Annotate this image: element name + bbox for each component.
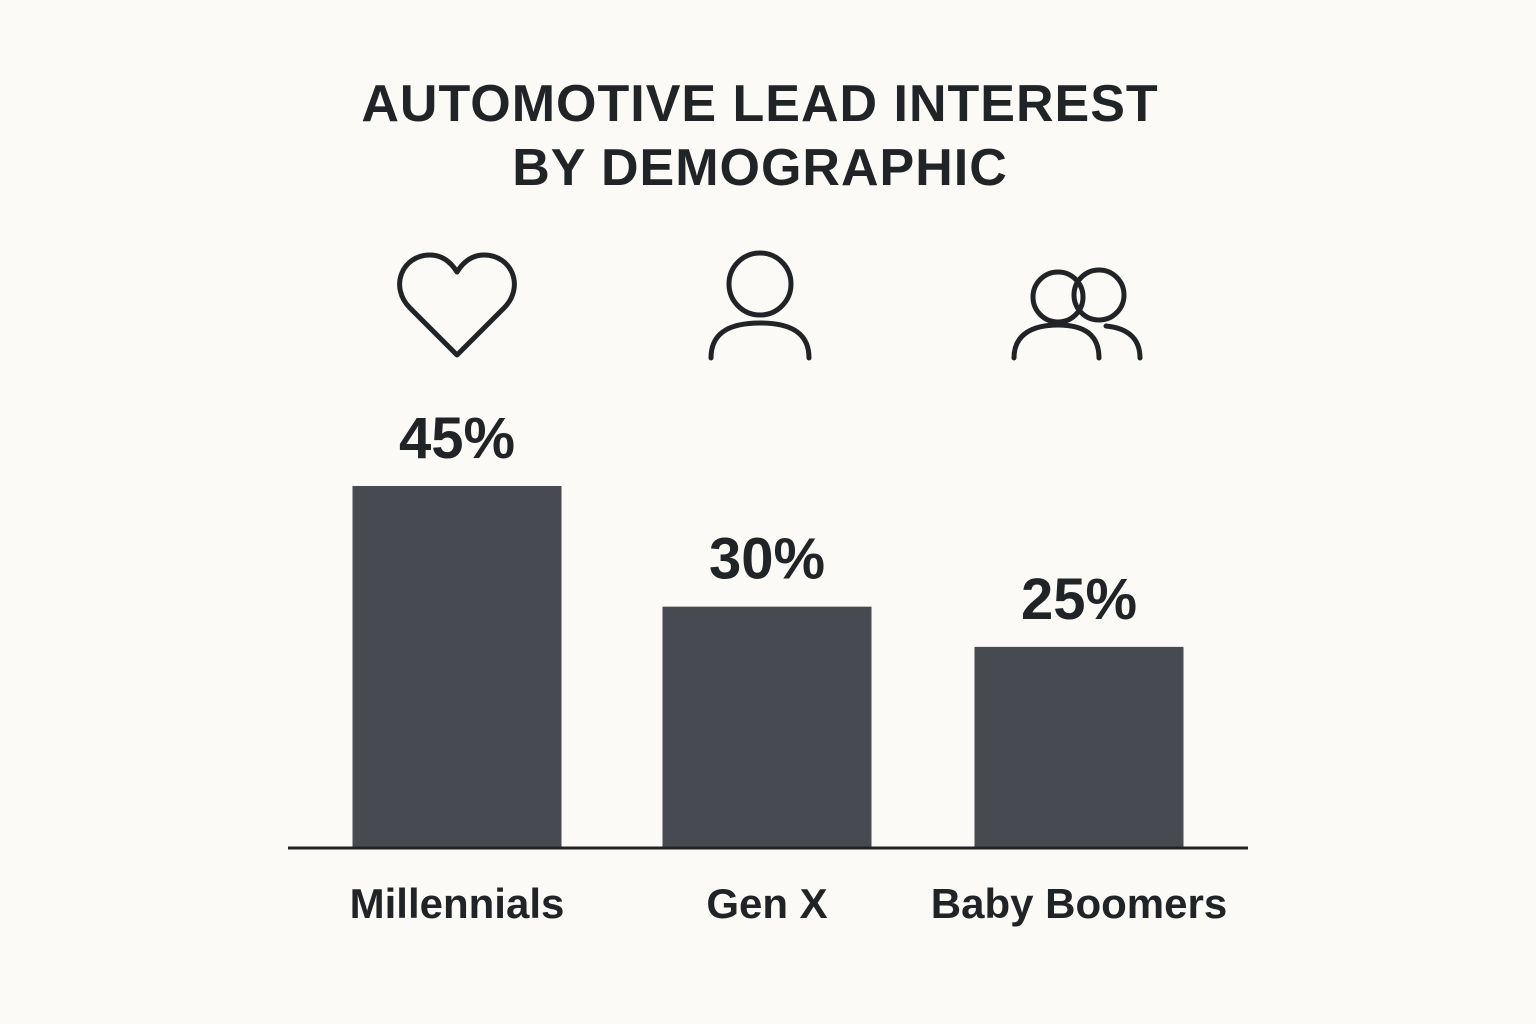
category-labels: Millennials Gen X Baby Boomers xyxy=(350,880,1228,927)
category-icons xyxy=(397,250,1143,361)
bars xyxy=(352,486,1184,848)
chart-title: AUTOMOTIVE LEAD INTEREST BY DEMOGRAPHIC xyxy=(0,72,1520,200)
heart-icon xyxy=(397,252,517,358)
bar-millennials xyxy=(352,486,562,848)
value-labels: 45% 30% 25% xyxy=(399,406,1137,632)
chart-title-line-2: BY DEMOGRAPHIC xyxy=(512,139,1008,197)
bar-baby-boomers xyxy=(974,646,1184,848)
category-label: Gen X xyxy=(706,880,827,927)
category-label: Baby Boomers xyxy=(931,880,1227,927)
value-label: 45% xyxy=(399,406,515,471)
group-icon xyxy=(1011,267,1143,361)
value-label: 25% xyxy=(1021,567,1137,632)
person-icon xyxy=(708,250,812,361)
chart-title-line-1: AUTOMOTIVE LEAD INTEREST xyxy=(361,75,1159,133)
bar-gen-x xyxy=(662,606,872,848)
category-label: Millennials xyxy=(350,880,565,927)
value-label: 30% xyxy=(709,527,825,592)
